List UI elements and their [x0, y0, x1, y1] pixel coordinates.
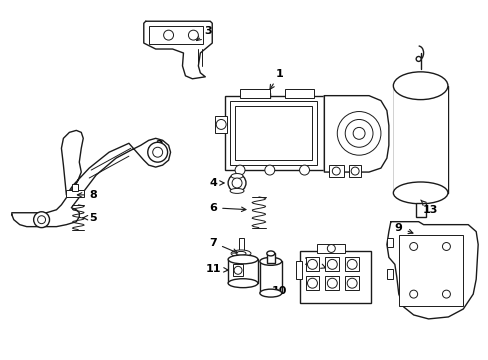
Text: 6: 6 — [209, 203, 245, 213]
Text: 11: 11 — [205, 264, 227, 274]
Text: 4: 4 — [209, 178, 224, 188]
Bar — [224, 96, 324, 170]
Bar — [345, 257, 358, 271]
Circle shape — [152, 147, 163, 157]
Text: 12: 12 — [303, 257, 325, 268]
Bar — [240, 89, 269, 98]
Circle shape — [228, 174, 245, 192]
Circle shape — [235, 165, 244, 175]
Text: 9: 9 — [394, 222, 412, 234]
Circle shape — [346, 260, 356, 269]
Bar — [328, 165, 344, 177]
Ellipse shape — [392, 182, 447, 204]
Circle shape — [232, 178, 242, 188]
Text: 10: 10 — [271, 286, 287, 296]
Ellipse shape — [392, 72, 447, 100]
Bar — [317, 244, 345, 253]
Circle shape — [442, 243, 449, 251]
Circle shape — [34, 212, 49, 228]
Circle shape — [264, 165, 274, 175]
Bar — [386, 238, 392, 247]
Bar — [305, 276, 319, 290]
Circle shape — [415, 57, 420, 62]
Polygon shape — [143, 21, 212, 79]
Text: 13: 13 — [420, 200, 437, 215]
Circle shape — [337, 112, 380, 155]
Circle shape — [352, 127, 365, 139]
Ellipse shape — [259, 289, 281, 297]
Circle shape — [409, 290, 417, 298]
Bar — [348, 165, 360, 177]
Bar — [215, 116, 226, 133]
Ellipse shape — [228, 279, 257, 288]
Bar — [325, 276, 339, 290]
Bar — [398, 235, 462, 306]
Bar — [266, 253, 274, 264]
Circle shape — [442, 290, 449, 298]
Bar — [415, 203, 425, 217]
Ellipse shape — [230, 188, 244, 193]
Bar — [235, 105, 312, 160]
Ellipse shape — [231, 250, 250, 257]
Circle shape — [38, 216, 45, 224]
Bar — [345, 276, 358, 290]
Bar — [66, 190, 84, 197]
Bar — [393, 86, 447, 193]
Text: 3: 3 — [196, 26, 212, 41]
Circle shape — [326, 244, 335, 252]
Text: 7: 7 — [209, 238, 237, 253]
Text: 1: 1 — [269, 69, 283, 89]
Circle shape — [332, 167, 340, 175]
Circle shape — [409, 243, 417, 251]
Circle shape — [346, 278, 356, 288]
Ellipse shape — [266, 251, 274, 256]
Circle shape — [216, 120, 225, 129]
Text: 8: 8 — [77, 190, 97, 200]
Bar — [72, 184, 78, 191]
Text: 2: 2 — [149, 140, 162, 150]
Circle shape — [307, 278, 317, 288]
Text: 5: 5 — [83, 213, 97, 223]
Bar — [299, 251, 370, 303]
Circle shape — [234, 266, 242, 274]
Ellipse shape — [236, 251, 245, 255]
Polygon shape — [324, 96, 388, 172]
Ellipse shape — [228, 255, 257, 264]
Bar — [230, 100, 317, 165]
Circle shape — [326, 278, 337, 288]
Bar — [233, 264, 243, 276]
Bar — [148, 26, 203, 44]
Circle shape — [345, 120, 372, 147]
Circle shape — [350, 167, 358, 175]
Bar — [259, 261, 281, 293]
Circle shape — [299, 165, 309, 175]
Bar — [295, 261, 301, 279]
Circle shape — [326, 260, 337, 269]
Bar — [284, 89, 314, 98]
Ellipse shape — [259, 257, 281, 265]
Polygon shape — [386, 222, 477, 319]
Bar — [325, 257, 339, 271]
Polygon shape — [12, 130, 170, 227]
Ellipse shape — [231, 174, 243, 179]
Circle shape — [147, 142, 167, 162]
Bar — [239, 238, 244, 251]
Circle shape — [188, 30, 198, 40]
Bar — [305, 257, 319, 271]
Bar — [386, 269, 392, 279]
Circle shape — [307, 260, 317, 269]
Circle shape — [163, 30, 173, 40]
Bar — [228, 260, 257, 283]
